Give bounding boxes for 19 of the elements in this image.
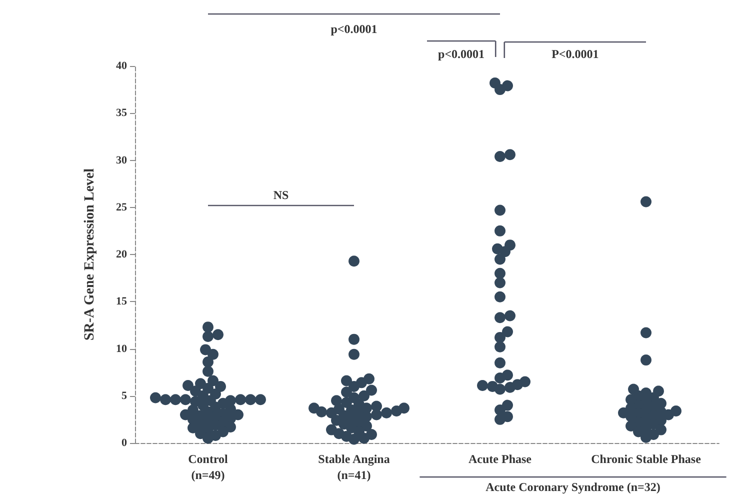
y-tick-label: 0 [122,437,128,449]
x-tick-label: Control (n=49) [188,452,229,482]
x-tick-label: Chronic Stable Phase [591,452,702,466]
text: p<0.0001 [438,47,485,62]
x-tick-label: Stable Angina (n=41) [318,452,390,482]
y-tick-label: 5 [122,390,128,402]
y-tick-label: 40 [116,60,128,72]
y-tick-label: 30 [116,154,128,166]
text: p<0.0001 [330,22,378,37]
y-axis-title: SR-A Gene Expression Level [82,168,98,341]
x-tick-label: Acute Phase [468,452,532,466]
y-tick-label: 10 [116,342,128,355]
annotation: NS [273,188,289,204]
y-tick-label: 15 [116,296,128,308]
y-tick-label: 35 [116,107,128,120]
text: P<0.0001 [552,47,599,62]
text: Acute Coronary Syndrome (n=32) [486,480,660,495]
y-tick-label: 20 [116,248,128,260]
y-tick-label: 25 [116,201,128,214]
